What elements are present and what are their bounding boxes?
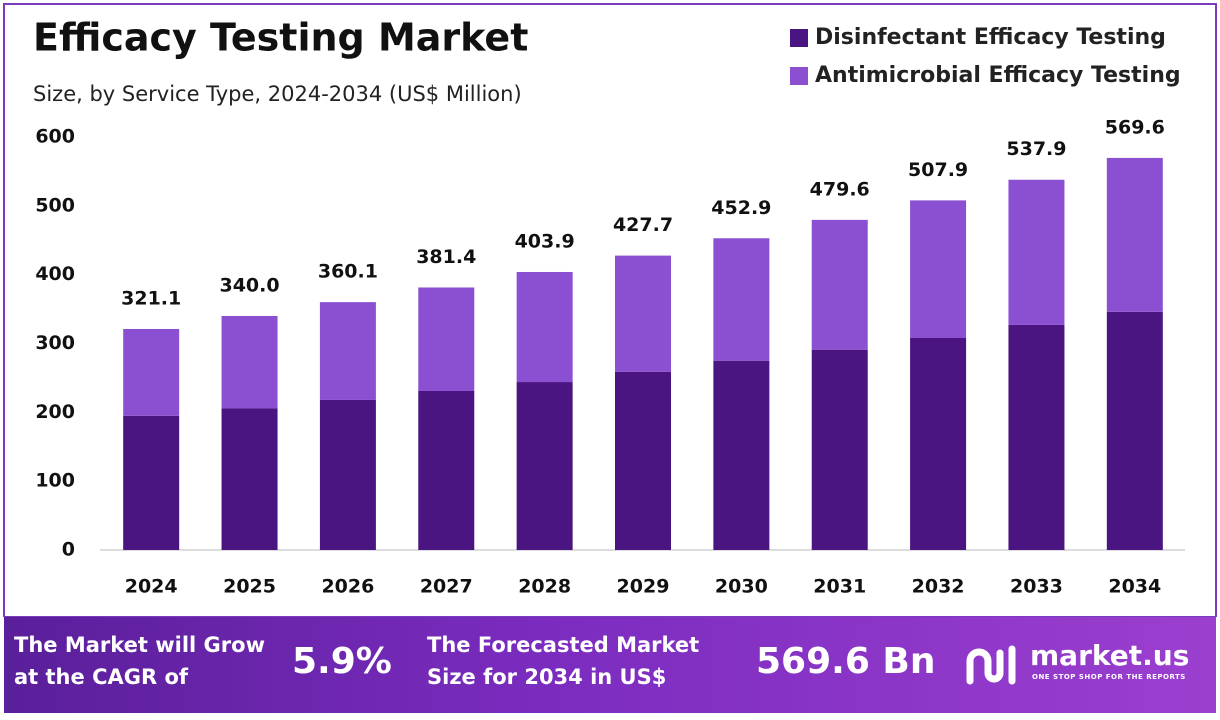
tagline: ONE STOP SHOP FOR THE REPORTS bbox=[1032, 673, 1186, 681]
chart-subtitle: Size, by Service Type, 2024-2034 (US$ Mi… bbox=[33, 82, 522, 106]
y-tick-label: 400 bbox=[35, 263, 75, 285]
total-label: 360.1 bbox=[318, 261, 378, 283]
cagr-text: The Market will Grow bbox=[14, 633, 265, 657]
brand: market.us bbox=[1030, 639, 1190, 672]
logo-icon bbox=[966, 645, 1016, 685]
bar-segment bbox=[221, 408, 278, 550]
total-label: 321.1 bbox=[121, 287, 181, 309]
total-label: 403.9 bbox=[515, 230, 575, 252]
forecast-text: Size for 2034 in US$ bbox=[427, 665, 667, 689]
bar-segment bbox=[516, 382, 573, 550]
cagr-value: 5.9% bbox=[292, 641, 392, 682]
legend-label: Disinfectant Efficacy Testing bbox=[815, 25, 1166, 50]
chart: Efficacy Testing Market Size, by Service… bbox=[3, 3, 1217, 617]
total-label: 479.6 bbox=[810, 178, 870, 200]
x-tick-label: 2033 bbox=[1010, 576, 1063, 598]
legend-swatch bbox=[790, 67, 808, 85]
chart-title: Efficacy Testing Market bbox=[33, 16, 528, 60]
bar-segment bbox=[1008, 179, 1065, 325]
bar-segment bbox=[1008, 324, 1065, 550]
bar-segment bbox=[910, 337, 967, 550]
forecast-text: The Forecasted Market bbox=[427, 633, 700, 657]
bar-segment bbox=[615, 255, 671, 372]
y-tick-label: 500 bbox=[35, 194, 75, 216]
bar-segment bbox=[123, 415, 180, 550]
bar-segment bbox=[319, 399, 376, 550]
bar-segment bbox=[910, 200, 967, 338]
y-tick-label: 100 bbox=[35, 470, 75, 492]
bar-segment bbox=[319, 302, 376, 400]
frame bbox=[3, 3, 1217, 617]
x-tick-label: 2028 bbox=[518, 576, 571, 598]
bar-segment bbox=[811, 219, 868, 350]
bar-segment bbox=[123, 328, 180, 416]
x-tick-label: 2029 bbox=[617, 576, 670, 598]
x-tick-label: 2031 bbox=[813, 576, 866, 598]
x-tick-label: 2026 bbox=[321, 576, 374, 598]
bar-segment bbox=[811, 349, 868, 550]
bar-segment bbox=[516, 271, 573, 383]
x-tick-label: 2025 bbox=[223, 576, 276, 598]
legend-swatch bbox=[790, 29, 808, 47]
y-tick-label: 600 bbox=[35, 126, 75, 148]
total-label: 537.9 bbox=[1006, 138, 1066, 160]
total-label: 340.0 bbox=[219, 274, 279, 296]
x-tick-label: 2034 bbox=[1108, 576, 1161, 598]
total-label: 427.7 bbox=[613, 214, 673, 236]
forecast-value: 569.6 Bn bbox=[756, 641, 936, 682]
x-tick-label: 2032 bbox=[912, 576, 965, 598]
bar-segment bbox=[1106, 157, 1163, 312]
footer: The Market will Grow at the CAGR of 5.9%… bbox=[4, 617, 1216, 713]
x-tick-label: 2030 bbox=[715, 576, 768, 598]
y-tick-label: 300 bbox=[35, 332, 75, 354]
bar-segment bbox=[418, 287, 475, 391]
legend-label: Antimicrobial Efficacy Testing bbox=[815, 63, 1181, 88]
bar-segment bbox=[418, 390, 475, 550]
bar-segment bbox=[221, 315, 278, 409]
total-label: 452.9 bbox=[711, 197, 771, 219]
x-tick-label: 2027 bbox=[420, 576, 473, 598]
x-tick-label: 2024 bbox=[125, 576, 178, 598]
bar-segment bbox=[615, 371, 671, 550]
bar-segment bbox=[713, 360, 770, 550]
bar-segment bbox=[1106, 311, 1163, 550]
total-label: 569.6 bbox=[1105, 116, 1165, 138]
total-label: 381.4 bbox=[416, 246, 476, 268]
y-tick-label: 200 bbox=[35, 401, 75, 423]
cagr-text: at the CAGR of bbox=[14, 665, 189, 689]
total-label: 507.9 bbox=[908, 159, 968, 181]
y-tick-label: 0 bbox=[62, 539, 75, 561]
bar-segment bbox=[713, 238, 770, 361]
